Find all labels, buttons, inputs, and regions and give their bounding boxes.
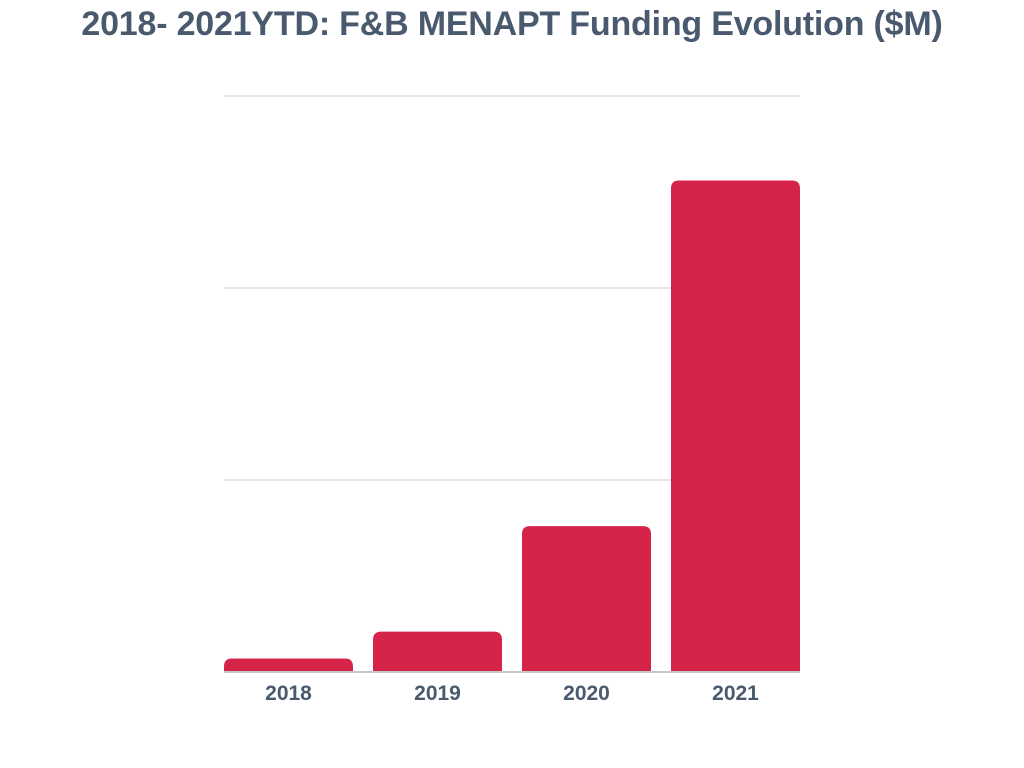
bar-2019	[373, 631, 502, 672]
x-tick-label: 2020	[563, 682, 610, 705]
bar-2020	[522, 526, 651, 672]
bar-2018	[224, 658, 353, 672]
bar-2021	[671, 180, 800, 673]
bars	[224, 180, 800, 673]
chart-title: 2018- 2021YTD: F&B MENAPT Funding Evolut…	[81, 5, 943, 43]
x-tick-label: 2019	[414, 682, 461, 705]
x-tick-label: 2018	[265, 682, 312, 705]
x-tick-label: 2021	[712, 682, 759, 705]
x-tick-labels: 2018 2019 2020 2021	[265, 682, 759, 705]
